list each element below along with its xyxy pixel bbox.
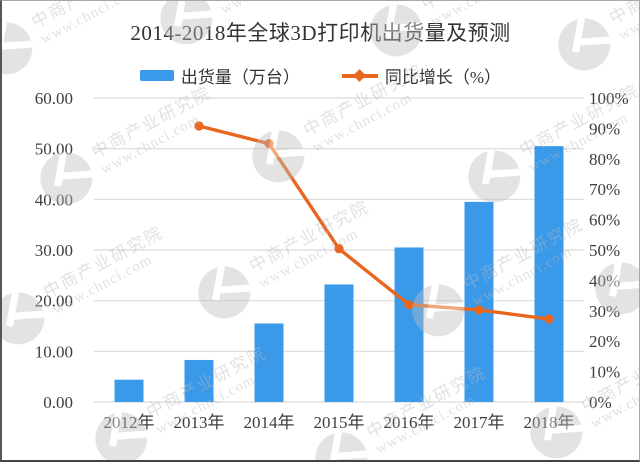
legend-line-marker-icon (353, 68, 366, 82)
left-axis-tick-label: 0.00 (43, 393, 73, 412)
legend-label-shipments: 出货量（万台） (180, 68, 300, 87)
right-axis-tick-label: 30% (589, 302, 620, 321)
shipments-bar (464, 201, 494, 402)
legend-bar-swatch (139, 70, 174, 81)
x-axis-label: 2017年 (454, 413, 505, 432)
right-axis-tick-label: 70% (589, 180, 620, 199)
legend-item-growth: 同比增长（%） (341, 63, 502, 88)
right-axis-tick-label: 60% (589, 211, 620, 230)
right-axis-tick-label: 80% (589, 150, 620, 169)
right-axis-tick-label: 20% (589, 332, 620, 351)
legend: 出货量（万台） 同比增长（%） (2, 63, 639, 88)
shipments-bar (254, 323, 284, 402)
x-axis-label: 2014年 (244, 413, 295, 432)
right-axis-tick-label: 100% (589, 89, 629, 108)
right-axis-tick-label: 90% (589, 119, 620, 138)
right-axis-tick-label: 50% (589, 241, 620, 260)
legend-item-shipments: 出货量（万台） (139, 63, 300, 88)
left-axis-tick-label: 30.00 (35, 241, 73, 260)
right-axis-tick-label: 40% (589, 271, 620, 290)
growth-line (197, 124, 551, 321)
growth-data-point (334, 244, 344, 254)
shipments-bar (184, 359, 214, 402)
growth-data-point (194, 121, 204, 131)
left-axis-tick-label: 40.00 (35, 190, 73, 209)
left-axis-tick-label: 50.00 (35, 140, 73, 159)
left-axis-tick-label: 20.00 (35, 292, 73, 311)
right-axis-tick-label: 10% (589, 363, 620, 382)
shipments-bar (324, 284, 354, 402)
x-axis-label: 2016年 (384, 413, 435, 432)
x-axis-label: 2018年 (524, 413, 575, 432)
shipments-bar (534, 146, 564, 402)
growth-data-point (264, 139, 274, 149)
x-axis-label: 2015年 (314, 413, 365, 432)
x-axis-label: 2012年 (104, 413, 155, 432)
legend-line-swatch (341, 68, 378, 82)
left-axis-tick-label: 10.00 (35, 342, 73, 361)
x-axis-label: 2013年 (174, 413, 225, 432)
legend-label-growth: 同比增长（%） (384, 68, 502, 87)
shipments-bar (394, 247, 424, 402)
left-axis-tick-label: 60.00 (35, 89, 73, 108)
chart-title: 2014-2018年全球3D打印机出货量及预测 (130, 21, 511, 45)
growth-data-point (544, 314, 554, 324)
shipments-bar (114, 379, 144, 402)
growth-data-point (404, 300, 414, 310)
right-axis-tick-label: 0% (589, 393, 612, 412)
growth-data-point (474, 305, 484, 315)
